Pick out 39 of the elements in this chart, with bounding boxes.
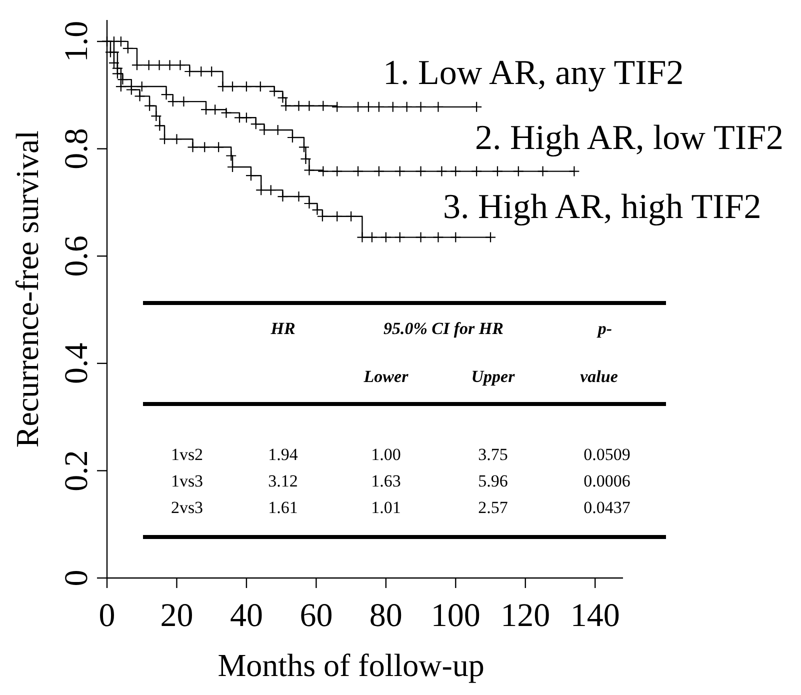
series-label: 3. High AR, high TIF2 xyxy=(443,187,762,226)
annotation: 95.0% CI for HR xyxy=(384,319,504,338)
annotation: 1.01 xyxy=(371,498,401,517)
x-tick-label: 140 xyxy=(570,598,620,634)
x-tick-label: 120 xyxy=(500,598,550,634)
y-tick-label: 0.4 xyxy=(59,342,95,384)
annotation: Upper xyxy=(471,367,516,386)
x-tick-label: 60 xyxy=(300,598,333,634)
x-tick-label: 40 xyxy=(230,598,263,634)
x-tick-label: 100 xyxy=(430,598,480,634)
annotation: 1vs2 xyxy=(170,445,204,464)
x-tick-label: 20 xyxy=(160,598,194,634)
annotation: 5.96 xyxy=(478,472,508,490)
y-tick-label: 1.0 xyxy=(59,20,95,62)
annotation: 1.61 xyxy=(268,498,298,517)
x-axis-title: Months of follow-up xyxy=(218,647,484,683)
y-tick-label: 0.8 xyxy=(59,128,95,170)
y-tick-label: 0.6 xyxy=(59,235,95,277)
annotation: value xyxy=(580,367,618,386)
annotation: 3.75 xyxy=(478,445,508,464)
annotation: 0.0509 xyxy=(584,445,630,464)
series-label: 1. Low AR, any TIF2 xyxy=(383,53,684,92)
y-tick-label: 0.2 xyxy=(59,450,95,492)
annotation: 2vs3 xyxy=(170,498,204,517)
series-label: 2. High AR, low TIF2 xyxy=(475,118,784,157)
annotation: 1.63 xyxy=(371,472,401,490)
annotation: 1vs3 xyxy=(170,472,204,490)
y-axis-title: Recurrence-free survival xyxy=(9,130,45,448)
annotation: p- xyxy=(596,319,612,338)
annotation: 3.12 xyxy=(268,472,298,490)
x-tick-label: 80 xyxy=(369,598,402,634)
y-tick-label: 0 xyxy=(59,570,95,586)
annotation: 2.57 xyxy=(478,498,508,517)
annotation: HR xyxy=(270,319,296,338)
annotation: 0.0437 xyxy=(584,498,631,517)
annotation: 1.94 xyxy=(268,445,298,464)
annotation: 0.0006 xyxy=(584,472,630,490)
annotation: 1.00 xyxy=(371,445,401,464)
annotation: Lower xyxy=(362,367,409,386)
